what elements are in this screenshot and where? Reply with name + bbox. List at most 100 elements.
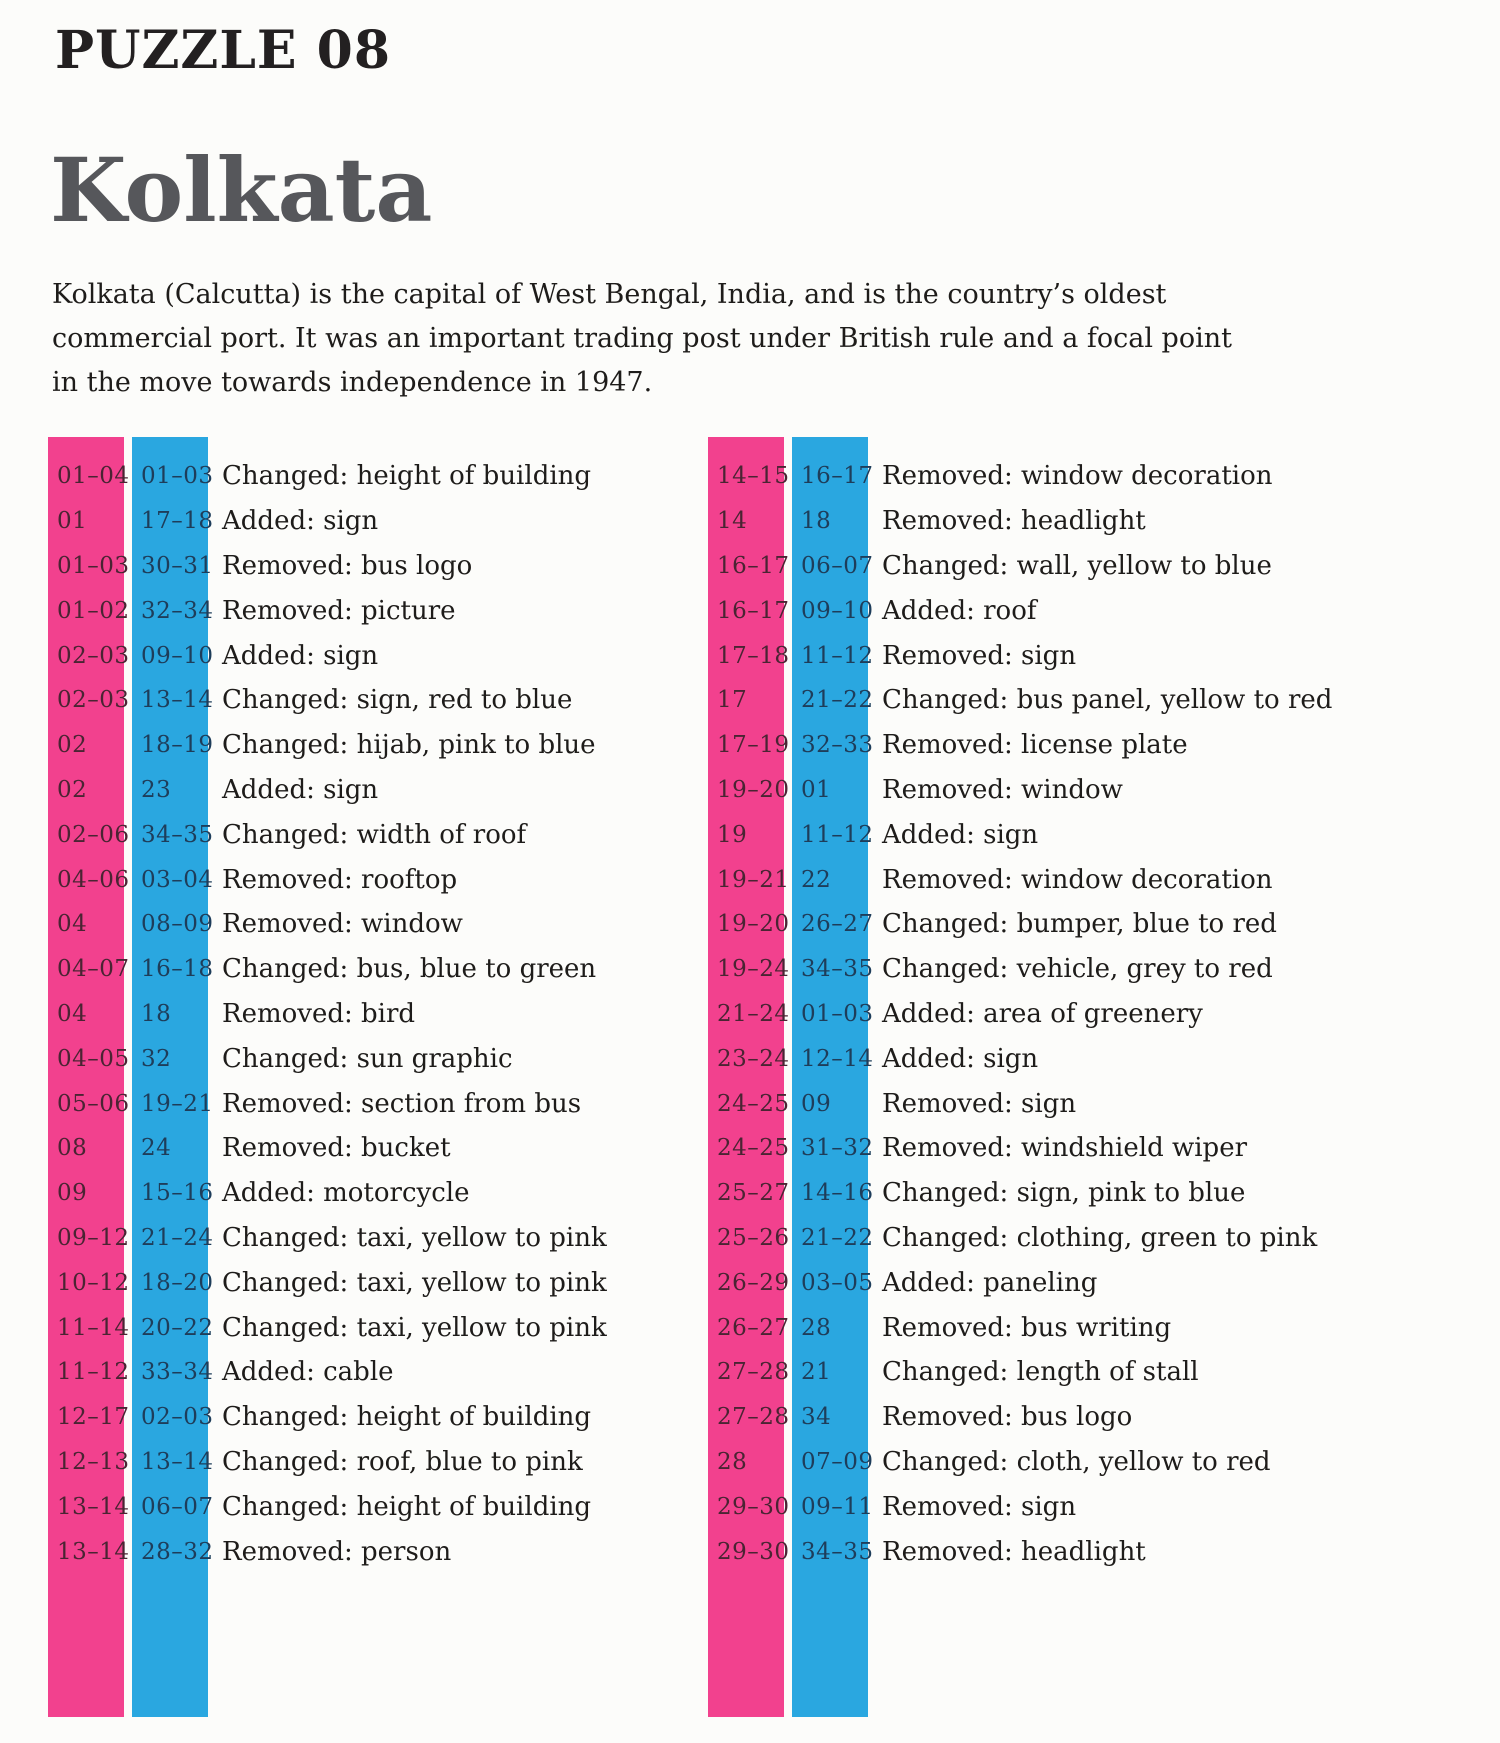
row-coordinate: 05–06 bbox=[57, 1090, 130, 1117]
row-coordinate: 04–07 bbox=[57, 956, 130, 983]
answer-row: 08 24 Removed: bucket bbox=[48, 1126, 688, 1171]
change-description: Changed: bus, blue to green bbox=[222, 954, 597, 985]
row-coordinate: 25–27 bbox=[717, 1180, 790, 1207]
row-coordinate: 28 bbox=[717, 1448, 748, 1475]
column-coordinate: 09–10 bbox=[141, 642, 214, 669]
change-description: Removed: bus writing bbox=[882, 1312, 1172, 1343]
row-coordinate: 02 bbox=[57, 776, 88, 803]
change-description: Removed: rooftop bbox=[222, 864, 458, 895]
change-description: Added: sign bbox=[882, 819, 1039, 850]
row-coordinate: 13–14 bbox=[57, 1493, 130, 1520]
answer-row: 26–27 28 Removed: bus writing bbox=[708, 1305, 1348, 1350]
column-coordinate-band bbox=[132, 437, 208, 1717]
row-coordinate: 12–13 bbox=[57, 1448, 130, 1475]
change-description: Removed: bus logo bbox=[222, 550, 473, 581]
column-coordinate: 22 bbox=[801, 866, 832, 893]
row-coordinate: 11–12 bbox=[57, 1359, 130, 1386]
answer-row: 25–27 14–16 Changed: sign, pink to blue bbox=[708, 1171, 1348, 1216]
row-coordinate: 01–04 bbox=[57, 463, 130, 490]
row-coordinate: 01–02 bbox=[57, 597, 130, 624]
column-coordinate: 08–09 bbox=[141, 911, 214, 938]
answer-row: 13–14 06–07 Changed: height of building bbox=[48, 1484, 688, 1529]
answer-row: 04 08–09 Removed: window bbox=[48, 902, 688, 947]
change-description: Removed: sign bbox=[882, 1491, 1077, 1522]
column-coordinate: 34–35 bbox=[801, 1538, 874, 1565]
column-coordinate: 32–33 bbox=[801, 732, 874, 759]
column-coordinate: 26–27 bbox=[801, 911, 874, 938]
column-coordinate: 21 bbox=[801, 1359, 832, 1386]
answer-row: 13–14 28–32 Removed: person bbox=[48, 1529, 688, 1574]
answer-row: 02–03 09–10 Added: sign bbox=[48, 633, 688, 678]
answer-row: 02 18–19 Changed: hijab, pink to blue bbox=[48, 723, 688, 768]
column-coordinate: 21–22 bbox=[801, 1224, 874, 1251]
answer-row: 19–20 26–27 Changed: bumper, blue to red bbox=[708, 902, 1348, 947]
column-coordinate: 02–03 bbox=[141, 1404, 214, 1431]
column-coordinate: 23 bbox=[141, 776, 172, 803]
row-coordinate: 09–12 bbox=[57, 1224, 130, 1251]
answer-rows-right: 14–15 16–17 Removed: window decoration 1… bbox=[708, 437, 1348, 1574]
change-description: Added: sign bbox=[222, 640, 379, 671]
answer-row: 29–30 34–35 Removed: headlight bbox=[708, 1529, 1348, 1574]
column-coordinate: 28–32 bbox=[141, 1538, 214, 1565]
row-coordinate: 14 bbox=[717, 508, 748, 535]
change-description: Added: paneling bbox=[882, 1267, 1098, 1298]
answer-row: 02 23 Added: sign bbox=[48, 768, 688, 813]
row-coordinate: 04 bbox=[57, 1000, 88, 1027]
column-coordinate: 09–11 bbox=[801, 1493, 874, 1520]
answer-row: 10–12 18–20 Changed: taxi, yellow to pin… bbox=[48, 1260, 688, 1305]
column-coordinate: 01–03 bbox=[141, 463, 214, 490]
row-coordinate: 26–29 bbox=[717, 1269, 790, 1296]
column-coordinate: 21–22 bbox=[801, 687, 874, 714]
change-description: Changed: roof, blue to pink bbox=[222, 1446, 583, 1477]
column-coordinate: 03–05 bbox=[801, 1269, 874, 1296]
change-description: Removed: windshield wiper bbox=[882, 1133, 1248, 1164]
answer-row: 05–06 19–21 Removed: section from bus bbox=[48, 1081, 688, 1126]
row-coordinate: 16–17 bbox=[717, 552, 790, 579]
answer-row: 28 07–09 Changed: cloth, yellow to red bbox=[708, 1440, 1348, 1485]
change-description: Changed: taxi, yellow to pink bbox=[222, 1267, 607, 1298]
change-description: Changed: sign, red to blue bbox=[222, 685, 573, 716]
row-coordinate: 01–03 bbox=[57, 552, 130, 579]
answer-row: 23–24 12–14 Added: sign bbox=[708, 1036, 1348, 1081]
column-coordinate: 18 bbox=[801, 508, 832, 535]
answer-row: 02–03 13–14 Changed: sign, red to blue bbox=[48, 678, 688, 723]
change-description: Removed: headlight bbox=[882, 506, 1146, 537]
column-coordinate: 03–04 bbox=[141, 866, 214, 893]
answer-row: 25–26 21–22 Changed: clothing, green to … bbox=[708, 1216, 1348, 1261]
row-coordinate: 17–18 bbox=[717, 642, 790, 669]
row-coordinate: 04–05 bbox=[57, 1045, 130, 1072]
row-coordinate: 04 bbox=[57, 911, 88, 938]
answer-row: 01–04 01–03 Changed: height of building bbox=[48, 454, 688, 499]
row-coordinate: 02–06 bbox=[57, 821, 130, 848]
change-description: Changed: sun graphic bbox=[222, 1043, 513, 1074]
row-coordinate: 02–03 bbox=[57, 642, 130, 669]
column-coordinate: 34–35 bbox=[801, 956, 874, 983]
answer-row: 26–29 03–05 Added: paneling bbox=[708, 1260, 1348, 1305]
row-coordinate: 08 bbox=[57, 1135, 88, 1162]
answer-row: 17 21–22 Changed: bus panel, yellow to r… bbox=[708, 678, 1348, 723]
answer-row: 19–24 34–35 Changed: vehicle, grey to re… bbox=[708, 947, 1348, 992]
answer-row: 27–28 21 Changed: length of stall bbox=[708, 1350, 1348, 1395]
change-description: Changed: height of building bbox=[222, 1402, 592, 1433]
column-coordinate: 11–12 bbox=[801, 642, 874, 669]
answer-row: 02–06 34–35 Changed: width of roof bbox=[48, 812, 688, 857]
answer-row: 24–25 31–32 Removed: windshield wiper bbox=[708, 1126, 1348, 1171]
change-description: Removed: sign bbox=[882, 640, 1077, 671]
answer-row: 27–28 34 Removed: bus logo bbox=[708, 1395, 1348, 1440]
column-coordinate: 06–07 bbox=[141, 1493, 214, 1520]
answer-row: 19–20 01 Removed: window bbox=[708, 768, 1348, 813]
answer-row: 12–17 02–03 Changed: height of building bbox=[48, 1395, 688, 1440]
answer-row: 04–06 03–04 Removed: rooftop bbox=[48, 857, 688, 902]
column-coordinate: 09–10 bbox=[801, 597, 874, 624]
change-description: Removed: license plate bbox=[882, 730, 1188, 761]
row-coordinate: 19–20 bbox=[717, 776, 790, 803]
column-coordinate: 16–18 bbox=[141, 956, 214, 983]
answer-row: 19–21 22 Removed: window decoration bbox=[708, 857, 1348, 902]
row-coordinate: 29–30 bbox=[717, 1493, 790, 1520]
answer-row: 04–05 32 Changed: sun graphic bbox=[48, 1036, 688, 1081]
column-coordinate: 06–07 bbox=[801, 552, 874, 579]
answer-row: 11–12 33–34 Added: cable bbox=[48, 1350, 688, 1395]
row-coordinate: 23–24 bbox=[717, 1045, 790, 1072]
answer-row: 14 18 Removed: headlight bbox=[708, 499, 1348, 544]
row-coordinate: 04–06 bbox=[57, 866, 130, 893]
